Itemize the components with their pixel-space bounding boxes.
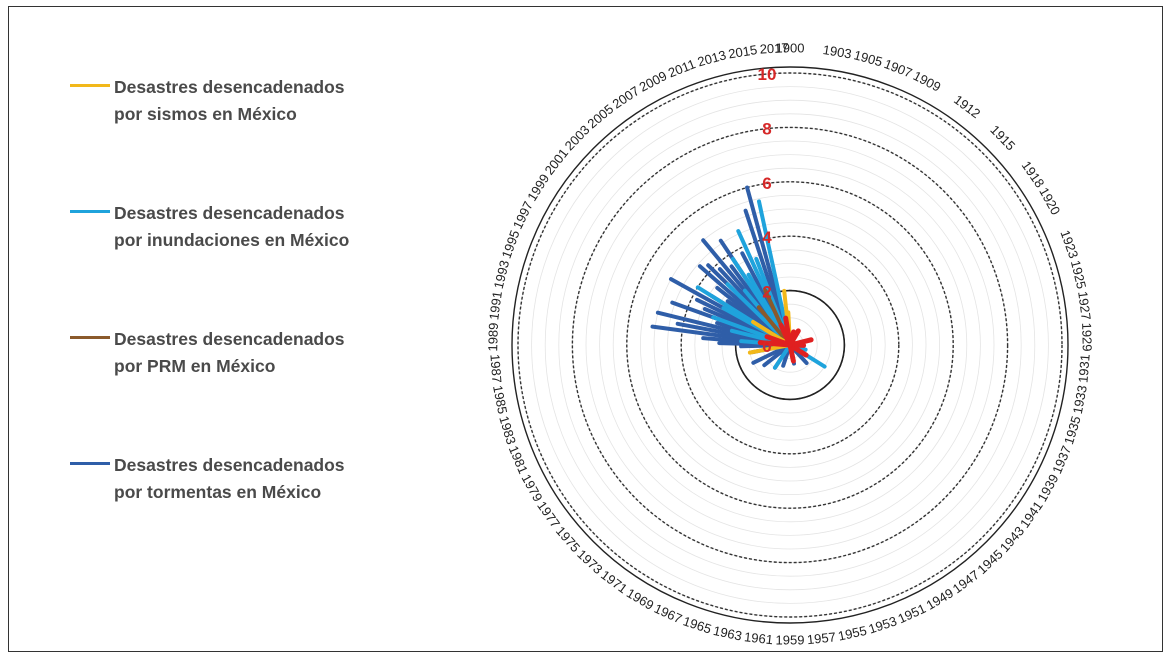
radial-tick-label: 4 (762, 228, 772, 247)
center-mark (757, 340, 793, 348)
grid-ring (640, 194, 941, 496)
legend-label-sismos: Desastres desencadenados por sismos en M… (114, 77, 345, 124)
year-label: 1923 (1057, 228, 1081, 260)
year-label: 1931 (1075, 353, 1092, 383)
legend-item-tormentas: Desastres desencadenados por tormentas e… (70, 452, 370, 578)
chart-frame (8, 6, 1163, 652)
legend-swatch-prm (70, 336, 110, 339)
year-label: 1937 (1049, 443, 1074, 475)
year-label: 2011 (666, 56, 698, 80)
center-mark (787, 329, 797, 348)
year-label: 2001 (542, 146, 572, 178)
year-label: 1981 (506, 443, 531, 475)
year-label: 1969 (624, 585, 657, 613)
year-label: 1939 (1034, 472, 1061, 505)
year-label: 1963 (712, 623, 743, 644)
year-label: 1905 (852, 47, 884, 69)
year-label: 2013 (696, 47, 728, 69)
year-label: 1991 (486, 290, 505, 321)
outer-circle (511, 66, 1069, 624)
year-label: 1989 (485, 322, 501, 351)
year-label: 1915 (987, 122, 1018, 153)
grid-ring (694, 249, 886, 441)
year-label: 1900 (776, 40, 805, 55)
year-label: 1951 (896, 601, 929, 627)
year-label: 2017 (759, 40, 789, 57)
major-ring-10 (517, 72, 1063, 618)
legend-swatch-sismos (70, 84, 110, 87)
legend-label-inundaciones: Desastres desencadenados por inundacione… (114, 203, 350, 250)
grid-ring (558, 113, 1022, 577)
year-label: 1997 (510, 199, 536, 232)
year-label: 1977 (534, 498, 563, 530)
year-label: 1983 (496, 414, 519, 446)
center-mark (787, 337, 814, 348)
legend: Desastres desencadenados por sismos en M… (70, 74, 370, 578)
radial-tick-label: 2 (762, 283, 771, 302)
year-label: 1987 (487, 353, 504, 383)
radial-tick-label: 8 (762, 119, 771, 138)
major-ring-4 (680, 235, 900, 455)
year-label: 1993 (491, 259, 512, 291)
radial-tick-label: 6 (762, 174, 771, 193)
year-label: 1918 (1019, 158, 1048, 190)
year-label: 1967 (652, 601, 685, 627)
year-label: 1909 (911, 68, 944, 95)
radial-tick-label: 10 (758, 65, 777, 84)
year-label: 1912 (951, 92, 983, 121)
grid-ring (653, 208, 927, 482)
grid-ring (667, 222, 913, 468)
bar-inundaciones (773, 343, 792, 370)
year-label: 1943 (997, 523, 1027, 555)
year-label: 1975 (553, 523, 583, 555)
year-label: 2003 (562, 122, 593, 153)
year-label: 2007 (610, 83, 642, 111)
year-label: 1925 (1068, 259, 1089, 291)
major-ring-8 (571, 126, 1009, 564)
year-label: 1929 (1079, 322, 1095, 351)
year-label: 1933 (1070, 384, 1090, 415)
year-label: 1945 (974, 546, 1005, 577)
year-label: 1955 (837, 623, 868, 644)
year-label: 1953 (867, 613, 899, 636)
year-label: 1935 (1061, 414, 1084, 446)
radial-tick-label: 0 (762, 337, 771, 356)
legend-item-sismos: Desastres desencadenados por sismos en M… (70, 74, 370, 200)
legend-swatch-inundaciones (70, 210, 110, 213)
year-label: 1985 (490, 384, 510, 415)
year-label: 1961 (743, 629, 773, 647)
grid-ring (599, 154, 981, 536)
major-ring-6 (626, 181, 954, 509)
grid-ring (531, 86, 1049, 604)
grid-ring (544, 99, 1036, 591)
grid-ring (612, 167, 968, 523)
legend-label-prm: Desastres desencadenados por PRM en Méxi… (114, 329, 345, 376)
year-label: 1920 (1036, 185, 1063, 218)
year-label: 2009 (637, 68, 670, 95)
legend-item-prm: Desastres desencadenados por PRM en Méxi… (70, 326, 370, 452)
legend-label-tormentas: Desastres desencadenados por tormentas e… (114, 455, 345, 502)
year-label: 1979 (518, 472, 545, 505)
legend-item-inundaciones: Desastres desencadenados por inundacione… (70, 200, 370, 326)
year-label: 1947 (950, 567, 982, 596)
grid-ring (708, 262, 873, 427)
grid-ring (585, 140, 995, 550)
year-label: 2005 (585, 101, 617, 131)
year-label: 1957 (806, 629, 836, 647)
year-label: 1907 (882, 56, 914, 81)
year-label: 1959 (776, 632, 805, 647)
year-label: 1971 (598, 567, 630, 596)
year-label: 1949 (923, 585, 956, 613)
year-label: 2015 (727, 42, 758, 61)
year-label: 1927 (1075, 290, 1094, 321)
legend-swatch-tormentas (70, 462, 110, 465)
year-label: 1999 (524, 171, 552, 203)
year-label: 1973 (574, 546, 605, 577)
year-label: 1995 (499, 228, 523, 260)
year-label: 1965 (681, 613, 713, 636)
year-label: 1903 (822, 42, 853, 61)
year-label: 1941 (1017, 498, 1046, 530)
